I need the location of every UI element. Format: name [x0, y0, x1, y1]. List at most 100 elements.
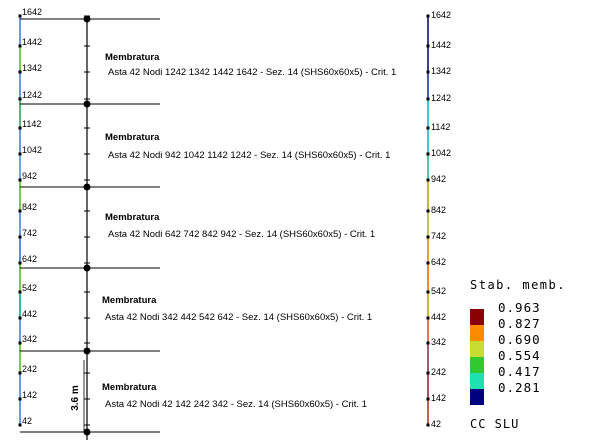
- left-node-label: 1342: [22, 63, 42, 73]
- left-column-bar: [18, 14, 22, 427]
- right-node-dot: [426, 316, 430, 320]
- right-node-labels: 1642 1442 1342 1242 1142 1042 942 842 742 642 542 4…: [431, 10, 451, 429]
- left-node-label: 1142: [22, 119, 41, 129]
- legend-value: 0.827: [498, 316, 541, 331]
- joint-node: [83, 428, 91, 436]
- legend: Stab. memb. 0.9630.8270.6900.5540.4170.2…: [470, 278, 566, 431]
- right-node-dot: [426, 209, 430, 213]
- right-node-dot: [426, 423, 430, 427]
- member-description: Asta 42 Nodi 642 742 842 942 - Sez. 14 (…: [108, 229, 375, 240]
- right-node-dot: [426, 70, 430, 74]
- right-node-label: 42: [431, 419, 441, 429]
- joint-node: [83, 15, 91, 23]
- right-node-label: 242: [431, 367, 446, 377]
- left-node-dot: [18, 316, 22, 320]
- left-node-label: 642: [22, 254, 37, 264]
- right-node-label: 142: [431, 393, 446, 403]
- right-node-dot: [426, 44, 430, 48]
- right-column-bar: [426, 14, 430, 427]
- member-descriptions: Membratura Asta 42 Nodi 1242 1342 1442 16…: [102, 52, 396, 410]
- left-node-label: 942: [22, 171, 37, 181]
- member-description: Asta 42 Nodi 42 142 242 342 - Sez. 14 (S…: [105, 399, 367, 410]
- right-node-label: 342: [431, 337, 446, 347]
- member-title: Membratura: [102, 382, 157, 393]
- joint-node: [83, 183, 91, 191]
- left-node-label: 142: [22, 390, 37, 400]
- right-node-dot: [426, 397, 430, 401]
- member-title: Membratura: [105, 132, 160, 143]
- left-node-dot: [18, 44, 22, 48]
- left-node-dot: [18, 290, 22, 294]
- left-node-label: 1442: [22, 37, 42, 47]
- left-node-dot: [18, 152, 22, 156]
- legend-value: 0.963: [498, 300, 541, 315]
- legend-swatch: [470, 309, 484, 325]
- left-node-label: 1042: [22, 145, 42, 155]
- right-node-label: 842: [431, 205, 446, 215]
- left-node-dot: [18, 209, 22, 213]
- legend-value: 0.281: [498, 380, 541, 395]
- left-node-dot: [18, 261, 22, 265]
- member-description: Asta 42 Nodi 342 442 542 642 - Sez. 14 (…: [105, 312, 372, 323]
- left-node-label: 342: [22, 334, 37, 344]
- right-node-dot: [426, 371, 430, 375]
- left-node-label: 42: [22, 416, 32, 426]
- right-node-label: 1142: [431, 122, 450, 132]
- right-node-label: 1642: [431, 10, 451, 20]
- left-node-label: 742: [22, 228, 37, 238]
- right-node-dot: [426, 14, 430, 18]
- legend-swatch: [470, 325, 484, 341]
- left-node-label: 1242: [22, 90, 42, 100]
- right-node-label: 1242: [431, 93, 451, 103]
- joint-node: [83, 100, 91, 108]
- member-title: Membratura: [102, 295, 157, 306]
- dimension-label: 3.6 m: [70, 385, 81, 411]
- left-node-label: 442: [22, 309, 37, 319]
- left-node-dot: [18, 97, 22, 101]
- member-description: Asta 42 Nodi 942 1042 1142 1242 - Sez. 1…: [108, 150, 390, 161]
- left-node-dot: [18, 397, 22, 401]
- right-node-label: 1042: [431, 148, 451, 158]
- legend-swatch: [470, 373, 484, 389]
- member-title: Membratura: [105, 52, 160, 63]
- right-node-label: 942: [431, 174, 446, 184]
- left-node-dot: [18, 14, 22, 18]
- left-node-dot: [18, 70, 22, 74]
- legend-value: 0.417: [498, 364, 541, 379]
- right-node-dot: [426, 152, 430, 156]
- left-node-dot: [18, 341, 22, 345]
- right-node-dot: [426, 261, 430, 265]
- legend-value: 0.690: [498, 332, 541, 347]
- left-node-label: 242: [22, 364, 37, 374]
- left-node-labels: 1642 1442 1342 1242 1142 1042 942 842 742 642 542 4…: [22, 7, 42, 426]
- legend-swatch: [470, 357, 484, 373]
- right-node-label: 1442: [431, 40, 451, 50]
- right-node-dot: [426, 126, 430, 130]
- right-node-dot: [426, 341, 430, 345]
- left-node-dot: [18, 235, 22, 239]
- right-node-label: 1342: [431, 66, 451, 76]
- right-node-label: 442: [431, 312, 446, 322]
- member-description: Asta 42 Nodi 1242 1342 1442 1642 - Sez. …: [108, 67, 396, 78]
- left-node-dot: [18, 371, 22, 375]
- legend-value: 0.554: [498, 348, 541, 363]
- left-node-dot: [18, 178, 22, 182]
- right-node-dot: [426, 178, 430, 182]
- left-node-dot: [18, 126, 22, 130]
- left-node-label: 542: [22, 283, 37, 293]
- right-node-dot: [426, 290, 430, 294]
- dimension-marker: 3.6 m: [70, 360, 85, 432]
- legend-footer: CC SLU: [470, 417, 519, 431]
- right-node-dot: [426, 97, 430, 101]
- joint-node: [83, 264, 91, 272]
- legend-title: Stab. memb.: [470, 278, 566, 292]
- center-member-column: [20, 15, 160, 440]
- right-node-dot: [426, 235, 430, 239]
- left-node-label: 842: [22, 202, 37, 212]
- left-node-label: 1642: [22, 7, 42, 17]
- right-node-label: 742: [431, 231, 446, 241]
- legend-swatch: [470, 389, 484, 405]
- left-node-dot: [18, 423, 22, 427]
- legend-swatch: [470, 341, 484, 357]
